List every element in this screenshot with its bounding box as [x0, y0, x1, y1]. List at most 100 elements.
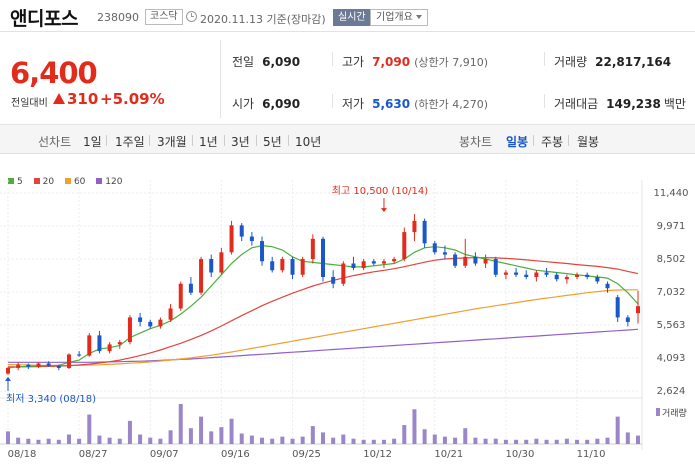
max-annotation-label: 최고 10,500 (10/14) — [332, 185, 428, 197]
candle-body — [77, 354, 82, 356]
upper-limit: (상한가 7,910) — [414, 56, 488, 69]
volume-bar — [605, 437, 610, 444]
prev-close-cell: 전일 6,090 — [232, 53, 300, 70]
tab-weekly[interactable]: 주봉 — [541, 135, 564, 149]
volume-bar — [46, 438, 51, 444]
tab-3y[interactable]: 3년 — [231, 135, 250, 149]
volume-bar — [138, 434, 143, 444]
volume-bar — [219, 427, 224, 444]
tab-daily[interactable]: 일봉 — [506, 135, 529, 149]
tab-1d[interactable]: 1일 — [83, 135, 102, 149]
volume-bar — [331, 437, 336, 444]
market-badge: 코스닥 — [145, 9, 183, 25]
volume-bar — [473, 437, 478, 444]
tab-1y[interactable]: 1년 — [199, 135, 218, 149]
ma20-line — [8, 257, 639, 368]
candle-body — [158, 319, 163, 327]
open-cell: 시가 6,090 — [232, 95, 300, 112]
candle-body — [503, 272, 508, 275]
volume-bar — [158, 438, 163, 444]
candle-body — [432, 243, 437, 253]
candle-chart-label: 봉차트 — [459, 135, 493, 149]
volume-bar — [229, 418, 234, 444]
tab-5y[interactable]: 5년 — [263, 135, 282, 149]
candle-body — [290, 259, 295, 275]
volume-bar — [554, 439, 559, 444]
legend-swatch — [33, 178, 40, 184]
candle-body — [554, 274, 559, 280]
candle-body — [249, 236, 254, 242]
volume-bar — [26, 438, 31, 444]
current-price: 6,400 — [10, 56, 98, 90]
y-tick-label: 4,093 — [657, 353, 686, 364]
candle-body — [534, 272, 539, 277]
low-value: 5,630 — [372, 97, 411, 111]
tab-monthly[interactable]: 월봉 — [577, 135, 600, 149]
tab-divider — [149, 135, 150, 146]
candle-body — [585, 274, 590, 277]
volume-bar — [321, 432, 325, 444]
candle-body — [178, 283, 183, 309]
change-label: 전일대비 — [11, 98, 48, 109]
candle-body — [188, 283, 193, 293]
volume-bar — [249, 435, 254, 444]
high-value: 7,090 — [372, 55, 411, 69]
chart-tabs: 선차트 1일 1주일 3개월 1년 3년 5년 10년 봉차트 일봉 주봉 월봉 — [0, 124, 695, 154]
legend-ma60: 60 — [64, 177, 86, 187]
legend-label: 60 — [73, 177, 86, 187]
cell-divider — [332, 94, 333, 108]
stock-chart[interactable]: 11,440 9,971 8,502 7,032 5,563 4,093 2,624 08/1… — [0, 160, 695, 467]
volume-bar — [493, 438, 498, 444]
y-tick-label: 8,502 — [657, 254, 686, 265]
volume-bar — [260, 437, 265, 444]
candle-body — [280, 259, 285, 271]
candle-body — [56, 365, 61, 368]
x-tick-label: 10/12 — [363, 449, 392, 460]
volume-bar — [209, 431, 214, 444]
candle-body — [473, 256, 478, 264]
x-tick-label: 10/30 — [505, 449, 534, 460]
volume-bar — [625, 432, 630, 444]
company-info-label: 기업개요 — [376, 12, 413, 23]
volume-bar — [239, 433, 244, 444]
candle-body — [16, 364, 21, 368]
volume-bar — [66, 434, 71, 444]
volume-bar — [168, 430, 173, 444]
stock-code: 238090 — [97, 11, 139, 24]
candle-body — [117, 342, 122, 345]
min-annotation-label: 최저 3,340 (08/18) — [6, 393, 96, 405]
y-tick-label: 2,624 — [657, 386, 686, 397]
summary-divider — [220, 40, 221, 118]
volume-bar — [412, 409, 417, 444]
candle-body — [209, 259, 214, 273]
candle-body — [229, 225, 234, 253]
volume-bar — [371, 439, 376, 444]
candle-body — [36, 363, 41, 367]
candle-body — [514, 272, 519, 275]
candle-body — [605, 283, 610, 289]
volume-bar — [432, 434, 437, 444]
volume-bar — [77, 438, 82, 444]
tab-1w[interactable]: 1주일 — [115, 135, 145, 149]
change-value: 310 — [67, 90, 99, 108]
candle-body — [412, 220, 417, 233]
company-info-button[interactable]: 기업개요 — [370, 9, 428, 26]
volume-bar — [87, 414, 92, 444]
legend-swatch — [8, 178, 14, 184]
candle-body — [127, 317, 132, 343]
candle-body — [392, 259, 397, 262]
volume-legend-swatch — [656, 408, 660, 416]
change-percent: +5.09% — [100, 90, 165, 108]
amount-label: 거래대금 — [554, 97, 599, 111]
tab-3m[interactable]: 3개월 — [157, 135, 187, 149]
prev-close-value: 6,090 — [262, 55, 301, 69]
clock-icon — [186, 11, 197, 22]
candle-body — [463, 256, 468, 266]
candle-body — [361, 261, 366, 269]
tab-10y[interactable]: 10년 — [295, 135, 322, 149]
volume-bar — [351, 438, 356, 444]
stock-name: 앤디포스 — [10, 8, 78, 30]
volume-bar — [6, 431, 10, 444]
candle-body — [381, 261, 386, 264]
realtime-button[interactable]: 실시간 — [333, 9, 371, 26]
